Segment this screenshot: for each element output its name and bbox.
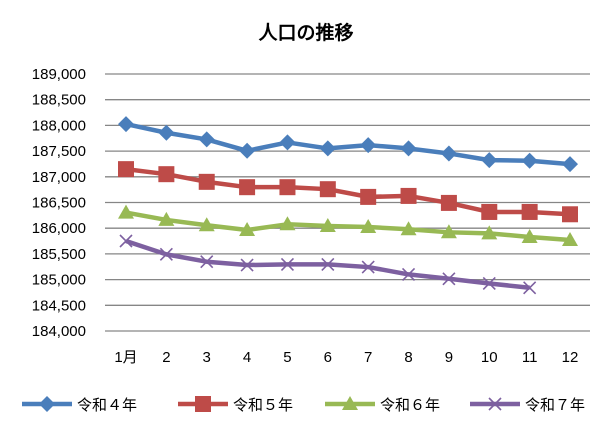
x-marker (488, 397, 502, 411)
diamond-marker (198, 131, 215, 148)
y-tick-label: 188,000 (32, 117, 86, 134)
diamond-marker (521, 152, 538, 169)
x-tick-label: 10 (481, 349, 498, 366)
triangle-marker (158, 211, 175, 226)
x-tick-label: 4 (243, 349, 251, 366)
x-tick-label: 5 (283, 349, 291, 366)
y-tick-label: 185,500 (32, 246, 86, 263)
x-marker (200, 255, 214, 269)
series-3 (118, 204, 578, 246)
square-marker (239, 179, 256, 196)
triangle-marker (521, 228, 538, 243)
x-tick-label: 6 (324, 349, 332, 366)
legend-item: 令和４年 (22, 396, 137, 414)
triangle-marker (239, 221, 256, 236)
legend-item: 令和７年 (470, 396, 585, 414)
diamond-marker (279, 134, 296, 151)
x-tick-label: 2 (162, 349, 170, 366)
x-marker (321, 257, 335, 271)
diamond-marker (481, 152, 498, 169)
diamond-marker (239, 142, 256, 159)
diamond-marker (158, 124, 175, 141)
series-line (125, 166, 571, 217)
triangle-marker (118, 204, 134, 219)
triangle-marker (342, 396, 358, 410)
x-marker (119, 234, 133, 248)
x-tick-label: 1月 (114, 349, 137, 366)
square-marker (360, 188, 377, 205)
square-marker (279, 179, 296, 196)
square-marker (400, 187, 417, 204)
y-tick-label: 186,000 (32, 220, 86, 237)
x-marker (159, 247, 173, 261)
triangle-marker (440, 224, 457, 239)
square-marker (319, 181, 336, 198)
square-marker (481, 203, 498, 220)
diamond-marker (319, 140, 336, 157)
diamond-marker (360, 137, 377, 154)
square-marker (118, 161, 134, 178)
legend-label: 令和７年 (525, 396, 585, 414)
y-tick-label: 186,500 (32, 195, 86, 212)
x-marker (361, 260, 375, 274)
triangle-marker (400, 221, 417, 236)
y-tick-label: 188,500 (32, 92, 86, 109)
y-tick-label: 189,000 (32, 66, 86, 83)
legend-label: 令和６年 (380, 396, 440, 414)
square-marker (195, 396, 211, 412)
diamond-marker (400, 140, 417, 157)
chart-title: 人口の推移 (258, 22, 354, 44)
series-line (125, 121, 571, 167)
legend-item: 令和６年 (325, 396, 440, 414)
x-tick-label: 7 (364, 349, 372, 366)
series-1 (118, 116, 578, 173)
square-marker (440, 194, 457, 211)
diamond-marker (440, 145, 457, 162)
legend-item: 令和５年 (178, 396, 293, 414)
x-tick-label: 12 (562, 349, 579, 366)
y-tick-label: 184,500 (32, 297, 86, 314)
triangle-marker (198, 217, 215, 232)
diamond-marker (118, 116, 134, 133)
diamond-marker (562, 156, 578, 173)
y-tick-label: 185,000 (32, 272, 86, 289)
series-4 (119, 234, 537, 295)
x-tick-label: 9 (445, 349, 453, 366)
y-tick-label: 187,000 (32, 169, 86, 186)
diamond-marker (39, 396, 55, 412)
x-marker (523, 281, 537, 295)
triangle-marker (319, 217, 336, 232)
y-tick-label: 187,500 (32, 143, 86, 160)
x-marker (280, 257, 295, 271)
triangle-marker (481, 225, 498, 240)
square-marker (562, 206, 578, 223)
x-marker (401, 267, 416, 281)
x-tick-label: 3 (203, 349, 211, 366)
square-marker (198, 173, 215, 190)
triangle-marker (360, 218, 377, 233)
square-marker (521, 203, 538, 220)
x-tick-label: 11 (522, 349, 538, 366)
x-marker (482, 276, 496, 291)
series-2 (118, 161, 578, 223)
legend-label: 令和５年 (233, 396, 293, 414)
square-marker (158, 166, 175, 183)
triangle-marker (562, 231, 578, 246)
x-marker (240, 258, 254, 272)
triangle-marker (279, 216, 296, 231)
legend-label: 令和４年 (77, 396, 137, 414)
x-tick-label: 8 (404, 349, 412, 366)
y-tick-label: 184,000 (32, 323, 86, 340)
series-line (125, 210, 571, 243)
x-marker (442, 272, 456, 286)
